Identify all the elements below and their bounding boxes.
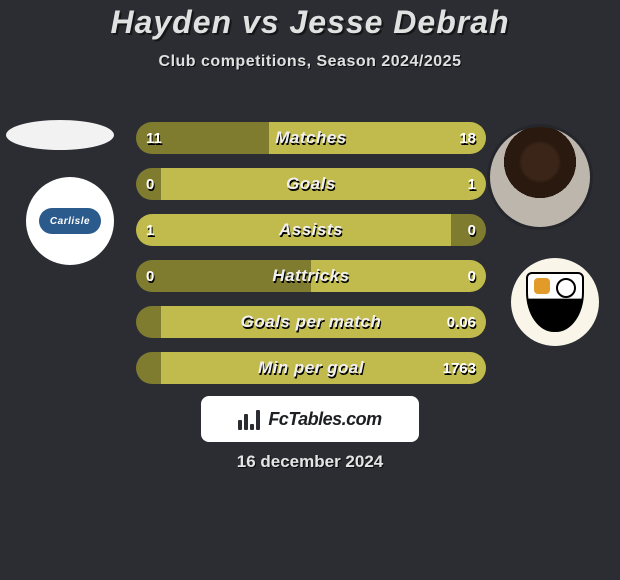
stat-gpm-right-value: 0.06 — [447, 314, 476, 331]
stat-goals-left: 0 — [136, 168, 161, 200]
stat-row-hattricks: 0 0 Hattricks — [136, 260, 486, 292]
stat-assists-left: 1 — [136, 214, 451, 246]
stat-assists-left-value: 1 — [146, 222, 154, 239]
stat-gpm-left — [136, 306, 161, 338]
stat-mpg-right-value: 1763 — [443, 360, 476, 377]
stat-row-assists: 1 0 Assists — [136, 214, 486, 246]
portvale-shield-icon — [526, 272, 584, 332]
player-left-avatar — [6, 120, 114, 150]
stat-row-goals: 0 1 Goals — [136, 168, 486, 200]
stat-row-gpm: 0.06 Goals per match — [136, 306, 486, 338]
stat-mpg-right: 1763 — [161, 352, 486, 384]
page-title: Hayden vs Jesse Debrah — [0, 0, 620, 41]
stat-goals-right-value: 1 — [468, 176, 476, 193]
brand-label: FcTables.com — [268, 409, 381, 430]
stat-gpm-right: 0.06 — [161, 306, 486, 338]
stat-row-mpg: 1763 Min per goal — [136, 352, 486, 384]
brand-box: FcTables.com — [201, 396, 419, 442]
stat-matches-left: 11 — [136, 122, 269, 154]
stat-goals-left-value: 0 — [146, 176, 154, 193]
stat-assists-right: 0 — [451, 214, 486, 246]
stat-hattricks-right: 0 — [311, 260, 486, 292]
stat-hattricks-left: 0 — [136, 260, 311, 292]
stat-assists-right-value: 0 — [468, 222, 476, 239]
club-right-badge — [511, 258, 599, 346]
stat-matches-left-value: 11 — [146, 130, 162, 147]
stat-matches-right-value: 18 — [459, 130, 476, 147]
stat-mpg-left — [136, 352, 161, 384]
bar-chart-icon — [238, 408, 262, 430]
stat-hattricks-right-value: 0 — [468, 268, 476, 285]
player-right-avatar — [490, 127, 590, 227]
stat-bars: 11 18 Matches 0 1 Goals 1 0 Assists 0 0 … — [136, 122, 486, 398]
stat-hattricks-left-value: 0 — [146, 268, 154, 285]
club-left-badge-label: Carlisle — [39, 208, 101, 234]
stat-goals-right: 1 — [161, 168, 486, 200]
club-left-badge: Carlisle — [26, 177, 114, 265]
stat-matches-right: 18 — [269, 122, 486, 154]
page-subtitle: Club competitions, Season 2024/2025 — [0, 53, 620, 71]
snapshot-date: 16 december 2024 — [0, 452, 620, 472]
stat-row-matches: 11 18 Matches — [136, 122, 486, 154]
